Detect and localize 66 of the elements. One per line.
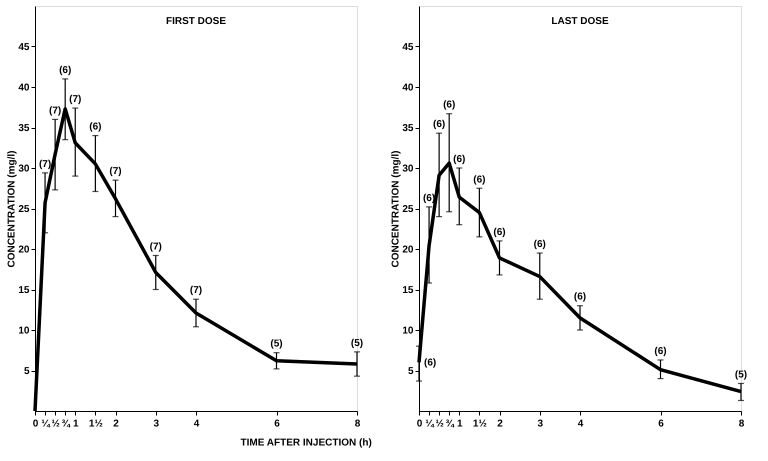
x-tick-label: 1½ — [472, 418, 487, 430]
x-tick-label: 2 — [497, 418, 504, 430]
y-tick-label: 45 — [18, 42, 30, 53]
annotation: (6) — [422, 192, 436, 204]
x-tick-label: 3 — [537, 418, 544, 430]
y-tick-label: 30 — [402, 164, 414, 174]
x-tick-label: 0 — [32, 418, 39, 430]
y-tick-label: 35 — [402, 123, 414, 134]
x-tick-label: ¾ — [446, 418, 456, 430]
y-axis-title: CONCENTRATION (mg/l) — [6, 150, 18, 268]
y-tick-label: 40 — [402, 82, 414, 94]
x-tick-label: ½ — [435, 418, 444, 430]
y-axis-title: CONCENTRATION (mg/l) — [390, 150, 402, 268]
y-tick-label: 5 — [408, 366, 414, 377]
x-axis-title: TIME AFTER INJECTION (h) — [240, 438, 372, 448]
x-tick-label: ½ — [51, 418, 60, 430]
y-tick-label: 10 — [18, 326, 30, 336]
annotation: (6) — [433, 119, 446, 130]
annotation: (5) — [734, 369, 748, 380]
annotation: (6) — [443, 100, 456, 111]
annotation: (6) — [89, 122, 102, 133]
x-tick-label: 1 — [456, 418, 463, 430]
y-tick-label: 15 — [402, 285, 414, 296]
x-tick-label: ¼ — [425, 418, 436, 430]
y-tick-label: 45 — [402, 42, 414, 53]
annotation: (6) — [59, 64, 72, 76]
annotation: (7) — [69, 94, 82, 106]
y-tick-label: 15 — [18, 285, 30, 296]
x-tick-label: 1 — [72, 418, 79, 430]
y-tick-label: 5 — [24, 366, 30, 377]
y-tick-label: 25 — [402, 204, 414, 215]
x-tick-label: 3 — [153, 418, 160, 430]
annotation: (6) — [654, 346, 667, 357]
text: FIRST DOSE — [166, 16, 226, 27]
annotation: (7) — [38, 158, 52, 170]
y-tick-label: 40 — [18, 82, 30, 94]
x-tick-label: 6 — [274, 418, 280, 430]
y-tick-label: 25 — [18, 204, 30, 215]
y-tick-label: 35 — [18, 123, 30, 134]
x-tick-label: ¾ — [62, 418, 72, 430]
y-tick-label: 20 — [402, 244, 414, 256]
annotation: (6) — [574, 292, 586, 303]
x-tick-label: 8 — [354, 418, 361, 430]
annotation: (6) — [453, 154, 466, 165]
annotation: (5) — [350, 338, 364, 349]
x-tick-label: 8 — [738, 418, 745, 430]
x-tick-label: 4 — [578, 418, 584, 430]
x-tick-label: 4 — [194, 418, 200, 430]
x-tick-label: 2 — [113, 418, 120, 430]
annotation: (7) — [190, 285, 202, 296]
x-tick-label: ¼ — [41, 418, 52, 430]
annotation: (6) — [473, 174, 486, 186]
annotation: (6) — [424, 357, 436, 368]
text: LAST DOSE — [551, 16, 609, 27]
x-tick-label: 6 — [658, 418, 664, 430]
annotation: (6) — [534, 239, 546, 250]
y-tick-label: 20 — [18, 244, 30, 256]
y-tick-label: 30 — [18, 164, 30, 174]
x-tick-label: 0 — [416, 418, 423, 430]
annotation: (5) — [270, 338, 283, 350]
y-tick-label: 10 — [402, 326, 414, 336]
annotation: (7) — [150, 241, 162, 252]
annotation: (7) — [109, 166, 122, 178]
annotation: (7) — [49, 105, 62, 116]
annotation: (6) — [493, 226, 506, 238]
x-tick-label: 1½ — [88, 418, 103, 430]
